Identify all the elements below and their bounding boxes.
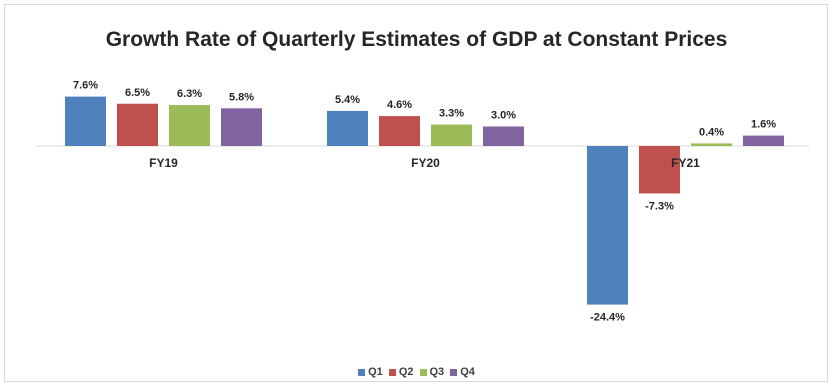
bar-fy21-q3 bbox=[691, 143, 732, 146]
bar-fy19-q3 bbox=[169, 105, 210, 146]
legend-swatch-q1 bbox=[358, 368, 366, 376]
bar-fy20-q2 bbox=[379, 116, 420, 146]
chart-frame bbox=[4, 4, 828, 382]
category-label-fy19: FY19 bbox=[149, 156, 178, 170]
legend-swatch-q4 bbox=[450, 368, 458, 376]
data-label-fy21-q1: -24.4% bbox=[590, 312, 625, 324]
category-label-fy20: FY20 bbox=[411, 156, 440, 170]
bar-fy21-q1 bbox=[587, 146, 628, 305]
legend-item-q2: Q2 bbox=[388, 366, 414, 378]
bar-fy20-q3 bbox=[431, 124, 472, 146]
bar-fy19-q4 bbox=[221, 108, 262, 146]
legend-swatch-q2 bbox=[388, 368, 396, 376]
data-label-fy19-q4: 5.8% bbox=[229, 91, 254, 103]
legend-item-q3: Q3 bbox=[419, 366, 445, 378]
legend-swatch-q3 bbox=[419, 368, 427, 376]
data-label-fy21-q4: 1.6% bbox=[751, 119, 776, 131]
chart-title: Growth Rate of Quarterly Estimates of GD… bbox=[105, 28, 728, 51]
data-label-fy19-q2: 6.5% bbox=[125, 87, 150, 99]
legend-label-q4: Q4 bbox=[460, 366, 475, 378]
category-label-fy21: FY21 bbox=[671, 156, 700, 170]
legend-item-q4: Q4 bbox=[450, 366, 475, 378]
data-label-fy21-q2: -7.3% bbox=[645, 200, 674, 212]
legend-label-q1: Q1 bbox=[368, 366, 383, 378]
data-label-fy19-q1: 7.6% bbox=[73, 80, 98, 92]
bar-fy20-q1 bbox=[327, 110, 368, 146]
bar-fy19-q2 bbox=[117, 103, 158, 146]
chart-legend: Q1 Q2 Q3 Q4 bbox=[0, 366, 833, 378]
data-label-fy20-q3: 3.3% bbox=[439, 108, 464, 120]
data-label-fy20-q1: 5.4% bbox=[335, 94, 360, 106]
bar-fy21-q2 bbox=[639, 146, 680, 194]
legend-label-q2: Q2 bbox=[398, 366, 414, 378]
data-label-fy21-q3: 0.4% bbox=[699, 126, 724, 138]
data-label-fy20-q4: 3.0% bbox=[491, 110, 516, 122]
bar-fy19-q1 bbox=[65, 96, 106, 146]
data-label-fy20-q2: 4.6% bbox=[387, 99, 412, 111]
legend-item-q1: Q1 bbox=[358, 366, 383, 378]
data-label-fy19-q3: 6.3% bbox=[177, 88, 202, 100]
bar-fy21-q4 bbox=[743, 135, 784, 146]
legend-label-q3: Q3 bbox=[429, 366, 445, 378]
bar-fy20-q4 bbox=[483, 126, 524, 146]
